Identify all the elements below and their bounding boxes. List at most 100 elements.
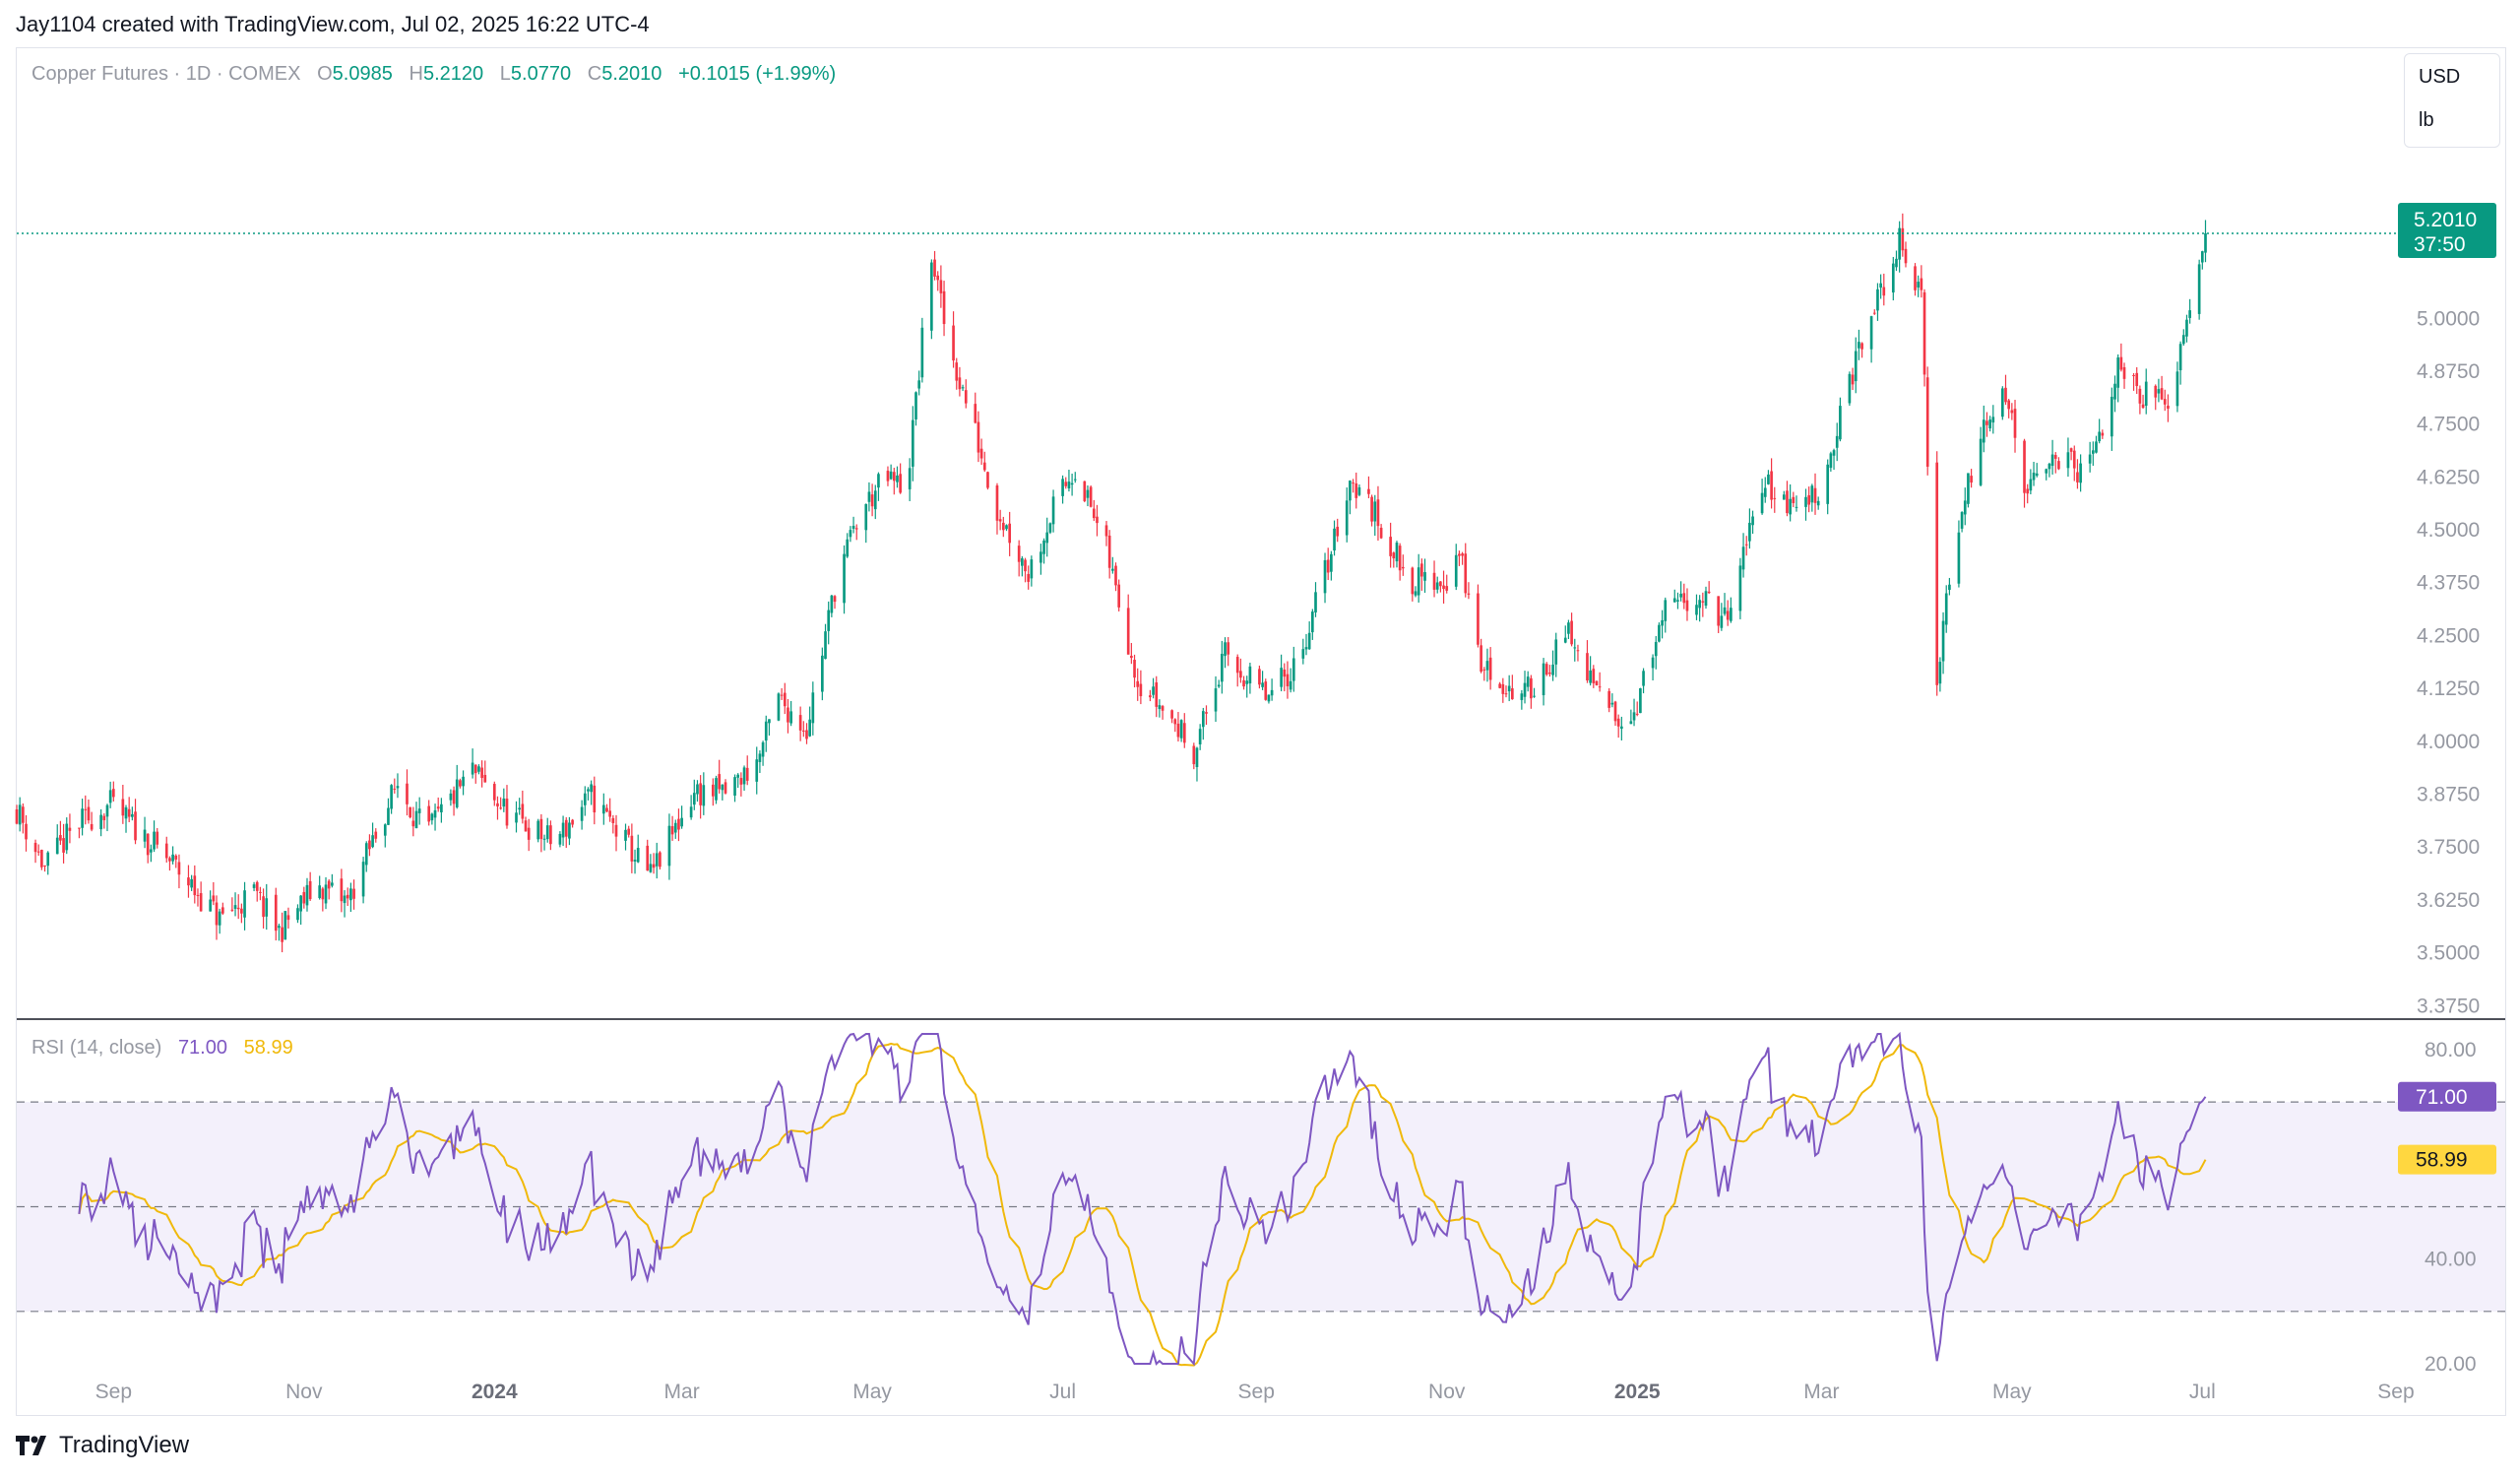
candle-body <box>624 829 627 841</box>
candle-body <box>2135 372 2139 387</box>
candle-body <box>1089 486 1093 507</box>
candle-body <box>1373 501 1377 522</box>
candle-body <box>899 474 902 493</box>
candle-body <box>1520 693 1524 700</box>
candle-body <box>90 823 94 830</box>
price-tick-label: 3.3750 <box>2417 995 2480 1017</box>
candle-body <box>1432 572 1436 590</box>
candle-body <box>986 472 989 488</box>
candle-body <box>1851 374 1855 385</box>
candle-body <box>436 806 440 809</box>
candle-body <box>912 419 914 467</box>
candle-body <box>1045 532 1049 544</box>
candle-body <box>262 896 265 918</box>
candle-body <box>1021 558 1024 566</box>
candle-body <box>1592 669 1596 683</box>
candle-body <box>1477 593 1480 645</box>
candle-body <box>18 804 22 825</box>
candle-body <box>851 526 855 529</box>
candle-body <box>1048 523 1052 533</box>
candle-body <box>1854 351 1858 382</box>
candle-body <box>1104 525 1108 537</box>
candle-body <box>1179 720 1183 739</box>
candle-body <box>539 818 543 840</box>
candle-body <box>2007 400 2011 410</box>
candle-body <box>2095 441 2098 453</box>
candle-body <box>1214 688 1218 712</box>
candle-body <box>2029 479 2033 491</box>
currency-label[interactable]: USD <box>2419 66 2461 88</box>
candle-body <box>2026 488 2030 494</box>
candle-body <box>811 692 815 724</box>
candle-body <box>1161 706 1165 711</box>
candle-body <box>636 848 640 863</box>
candle-body <box>542 838 546 840</box>
candle-body <box>1170 710 1173 719</box>
candle-body <box>652 864 656 868</box>
candle-body <box>780 694 784 696</box>
candle-body <box>689 806 693 818</box>
candle-body <box>346 894 349 899</box>
candle-body <box>590 784 593 793</box>
candle-body <box>2000 388 2004 418</box>
candle-body <box>846 539 850 557</box>
candle-body <box>168 858 171 862</box>
candle-body <box>2098 431 2101 442</box>
candle-body <box>1133 660 1136 678</box>
candle-body <box>99 814 102 830</box>
candle-body <box>302 891 306 904</box>
candle-body <box>1982 419 1985 443</box>
tradingview-logo[interactable]: TradingView <box>16 1432 189 1459</box>
candle-body <box>914 392 917 419</box>
candle-body <box>696 784 699 795</box>
rsi-title: RSI (14, close) <box>32 1037 162 1059</box>
candle-body <box>1570 620 1573 645</box>
candle-body <box>699 783 702 805</box>
candle-body <box>1130 655 1133 659</box>
candle-body <box>1051 496 1055 525</box>
candle-body <box>368 840 371 850</box>
candle-body <box>1367 488 1370 494</box>
candle-body <box>1027 573 1031 582</box>
candle-body <box>1970 476 1973 483</box>
candle-body <box>2167 405 2170 410</box>
candle-body <box>1345 500 1349 536</box>
candle-body <box>2050 454 2054 467</box>
candle-body <box>712 784 715 797</box>
candle-body <box>1682 593 1686 604</box>
candle-body <box>134 811 137 841</box>
rsi-tick-label: 80.00 <box>2425 1039 2477 1061</box>
rsi-ma-legend-value: 58.99 <box>243 1037 293 1059</box>
candle-body <box>259 891 262 893</box>
unit-selector[interactable]: USD lb <box>2404 53 2500 148</box>
candle-body <box>1411 567 1415 595</box>
candle-body <box>1963 500 1967 515</box>
candle-body <box>209 899 212 912</box>
candle-body <box>942 290 946 325</box>
price-tick-label: 4.5000 <box>2417 519 2480 542</box>
candle-body <box>2088 454 2092 464</box>
candle-body <box>808 719 811 737</box>
candle-body <box>1224 642 1227 657</box>
candle-body <box>1195 747 1199 768</box>
candle-body <box>1598 686 1602 688</box>
rsi-axis: 80.00 40.00 20.00 <box>2425 1039 2477 1376</box>
candle-body <box>2101 432 2105 436</box>
candle-body <box>2023 440 2026 493</box>
candle-body <box>1307 632 1311 650</box>
candle-body <box>549 825 552 845</box>
candle-body <box>265 898 269 917</box>
candle-body <box>755 759 759 782</box>
candle-body <box>536 820 540 840</box>
candle-body <box>15 808 19 824</box>
candle-body <box>1895 258 1898 268</box>
candle-body <box>1024 559 1027 572</box>
candle-body <box>393 788 397 790</box>
price-tick-label: 4.8750 <box>2417 360 2480 383</box>
candle-body <box>1096 516 1099 524</box>
candle-body <box>449 793 453 801</box>
candle-body <box>1882 287 1886 296</box>
unit-label[interactable]: lb <box>2419 109 2434 131</box>
time-tick-label: Jul <box>2189 1381 2216 1403</box>
